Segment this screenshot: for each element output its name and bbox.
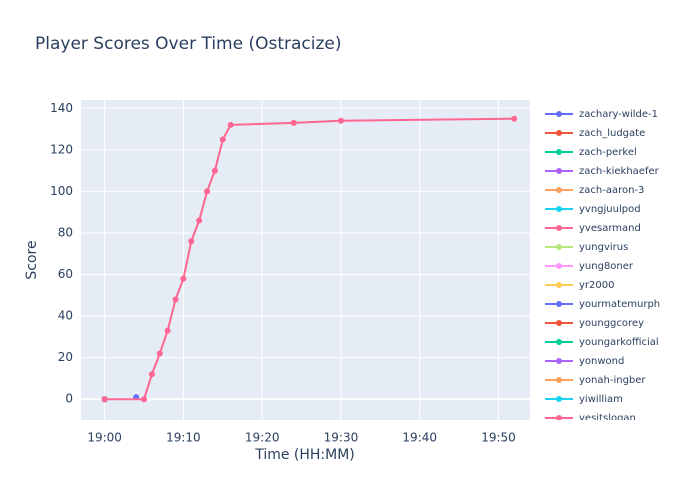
data-point bbox=[337, 117, 344, 124]
x-tick-label: 19:00 bbox=[87, 431, 122, 445]
data-point bbox=[227, 121, 234, 128]
data-point bbox=[101, 396, 108, 403]
legend-marker bbox=[556, 225, 562, 231]
data-point bbox=[188, 238, 195, 245]
y-tick-label: 40 bbox=[58, 309, 73, 323]
legend-marker bbox=[556, 206, 562, 212]
x-tick-label: 19:50 bbox=[481, 431, 516, 445]
plot-area bbox=[81, 100, 530, 420]
y-tick-label: 20 bbox=[58, 350, 73, 364]
x-axis-title: Time (HH:MM) bbox=[254, 447, 355, 463]
legend-marker bbox=[556, 130, 562, 136]
legend-label[interactable]: yesitslogan bbox=[579, 413, 636, 424]
x-tick-label: 19:10 bbox=[166, 431, 201, 445]
legend-label[interactable]: younggcorey bbox=[579, 318, 644, 329]
y-tick-label: 100 bbox=[50, 184, 73, 198]
data-point bbox=[180, 275, 187, 282]
legend-label[interactable]: yr2000 bbox=[579, 280, 614, 291]
legend-label[interactable]: zachary-wilde-1 bbox=[579, 109, 658, 120]
legend-marker bbox=[556, 339, 562, 345]
y-tick-label: 80 bbox=[58, 225, 73, 239]
legend-marker bbox=[556, 187, 562, 193]
x-tick-label: 19:20 bbox=[245, 431, 280, 445]
data-point bbox=[172, 296, 179, 303]
y-tick-label: 120 bbox=[50, 142, 73, 156]
legend-label[interactable]: yvesarmand bbox=[579, 223, 641, 234]
data-point bbox=[148, 371, 155, 378]
legend: zachary-wilde-1 zach_ludgate zach-perkel za… bbox=[545, 109, 660, 424]
data-point bbox=[211, 167, 218, 174]
legend-marker bbox=[556, 282, 562, 288]
data-point bbox=[196, 217, 203, 224]
legend-label[interactable]: yourmatemurph bbox=[579, 299, 660, 310]
legend-marker bbox=[556, 111, 562, 117]
series-line bbox=[104, 117, 515, 401]
legend-marker bbox=[556, 358, 562, 364]
data-point bbox=[219, 136, 226, 143]
data-point bbox=[141, 396, 148, 403]
legend-label[interactable]: zach-kiekhaefer bbox=[579, 166, 660, 177]
y-tick-label: 0 bbox=[65, 392, 73, 406]
x-tick-label: 19:30 bbox=[324, 431, 359, 445]
legend-label[interactable]: youngarkofficial bbox=[579, 337, 659, 348]
legend-label[interactable]: yiwilliam bbox=[579, 394, 623, 405]
data-point bbox=[511, 115, 518, 122]
legend-label[interactable]: zach_ludgate bbox=[579, 128, 645, 139]
legend-label[interactable]: zach-perkel bbox=[579, 147, 637, 158]
legend-marker bbox=[556, 301, 562, 307]
y-tick-label: 60 bbox=[58, 267, 73, 281]
legend-marker bbox=[556, 149, 562, 155]
data-point bbox=[290, 119, 297, 126]
y-axis-title: Score bbox=[24, 240, 40, 279]
data-point bbox=[204, 188, 211, 195]
legend-marker bbox=[556, 320, 562, 326]
y-tick-label: 140 bbox=[50, 101, 73, 115]
chart-title: Player Scores Over Time (Ostracize) bbox=[35, 34, 342, 54]
legend-marker bbox=[556, 168, 562, 174]
data-point bbox=[156, 350, 163, 357]
legend-marker bbox=[556, 263, 562, 269]
legend-label[interactable]: yonah-ingber bbox=[579, 375, 646, 386]
legend-marker bbox=[556, 415, 562, 420]
legend-marker bbox=[556, 377, 562, 383]
legend-label[interactable]: zach-aaron-3 bbox=[579, 185, 644, 196]
data-point bbox=[164, 327, 171, 334]
legend-label[interactable]: yvngjuulpod bbox=[579, 204, 641, 215]
legend-label[interactable]: yung8oner bbox=[579, 261, 634, 272]
legend-label[interactable]: yonwond bbox=[579, 356, 624, 367]
legend-marker bbox=[556, 244, 562, 250]
legend-marker bbox=[556, 396, 562, 402]
x-tick-label: 19:40 bbox=[402, 431, 437, 445]
legend-label[interactable]: yungvirus bbox=[579, 242, 628, 253]
